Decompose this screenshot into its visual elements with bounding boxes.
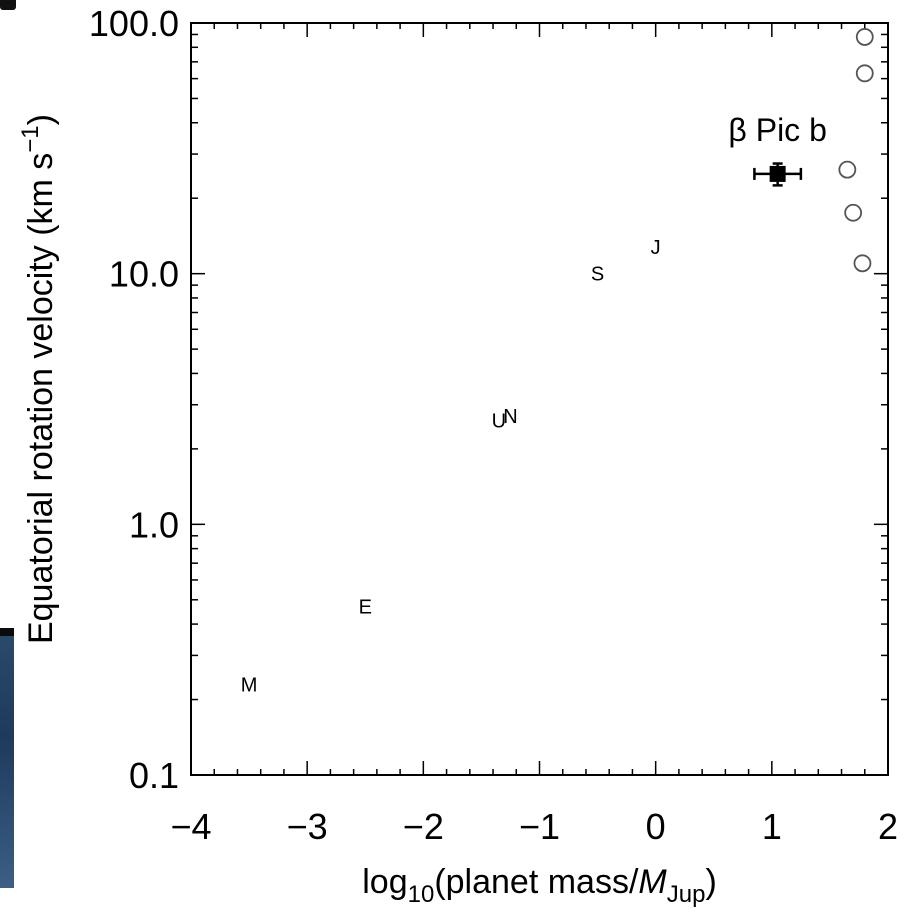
data-point-open-circle bbox=[853, 254, 872, 273]
x-axis-label: log10(planet mass/MJup) bbox=[362, 863, 717, 908]
data-point-beta-pic-b bbox=[769, 165, 786, 182]
background-strip-edge bbox=[0, 628, 14, 638]
y-tick-label: 100.0 bbox=[89, 3, 179, 44]
annotation-beta-pic-b: β Pic b bbox=[728, 112, 826, 148]
planet-label-M: M bbox=[241, 674, 258, 696]
y-axis-label: Equatorial rotation velocity (km s−1) bbox=[17, 114, 60, 644]
planet-label-J: J bbox=[651, 237, 661, 259]
x-tick-label: −1 bbox=[519, 806, 560, 847]
y-tick-label: 0.1 bbox=[129, 755, 179, 796]
y-tick-label: 10.0 bbox=[109, 254, 179, 295]
data-point-open-circle bbox=[855, 64, 874, 83]
x-tick-label: −4 bbox=[170, 806, 211, 847]
x-tick-label: −2 bbox=[403, 806, 444, 847]
planet-label-E: E bbox=[359, 597, 372, 619]
data-point-open-circle bbox=[838, 160, 857, 179]
data-point-open-circle bbox=[844, 203, 863, 222]
x-tick-label: 1 bbox=[762, 806, 782, 847]
planet-label-U: U bbox=[492, 410, 506, 432]
background-strip bbox=[0, 636, 14, 888]
planet-label-N: N bbox=[503, 406, 517, 428]
panel-letter-fragment bbox=[0, 0, 16, 10]
x-tick-label: −3 bbox=[287, 806, 328, 847]
planet-label-S: S bbox=[591, 264, 604, 286]
y-tick-label: 1.0 bbox=[129, 504, 179, 545]
data-point-open-circle bbox=[855, 28, 874, 46]
x-tick-label: 2 bbox=[878, 806, 898, 847]
x-tick-label: 0 bbox=[646, 806, 666, 847]
